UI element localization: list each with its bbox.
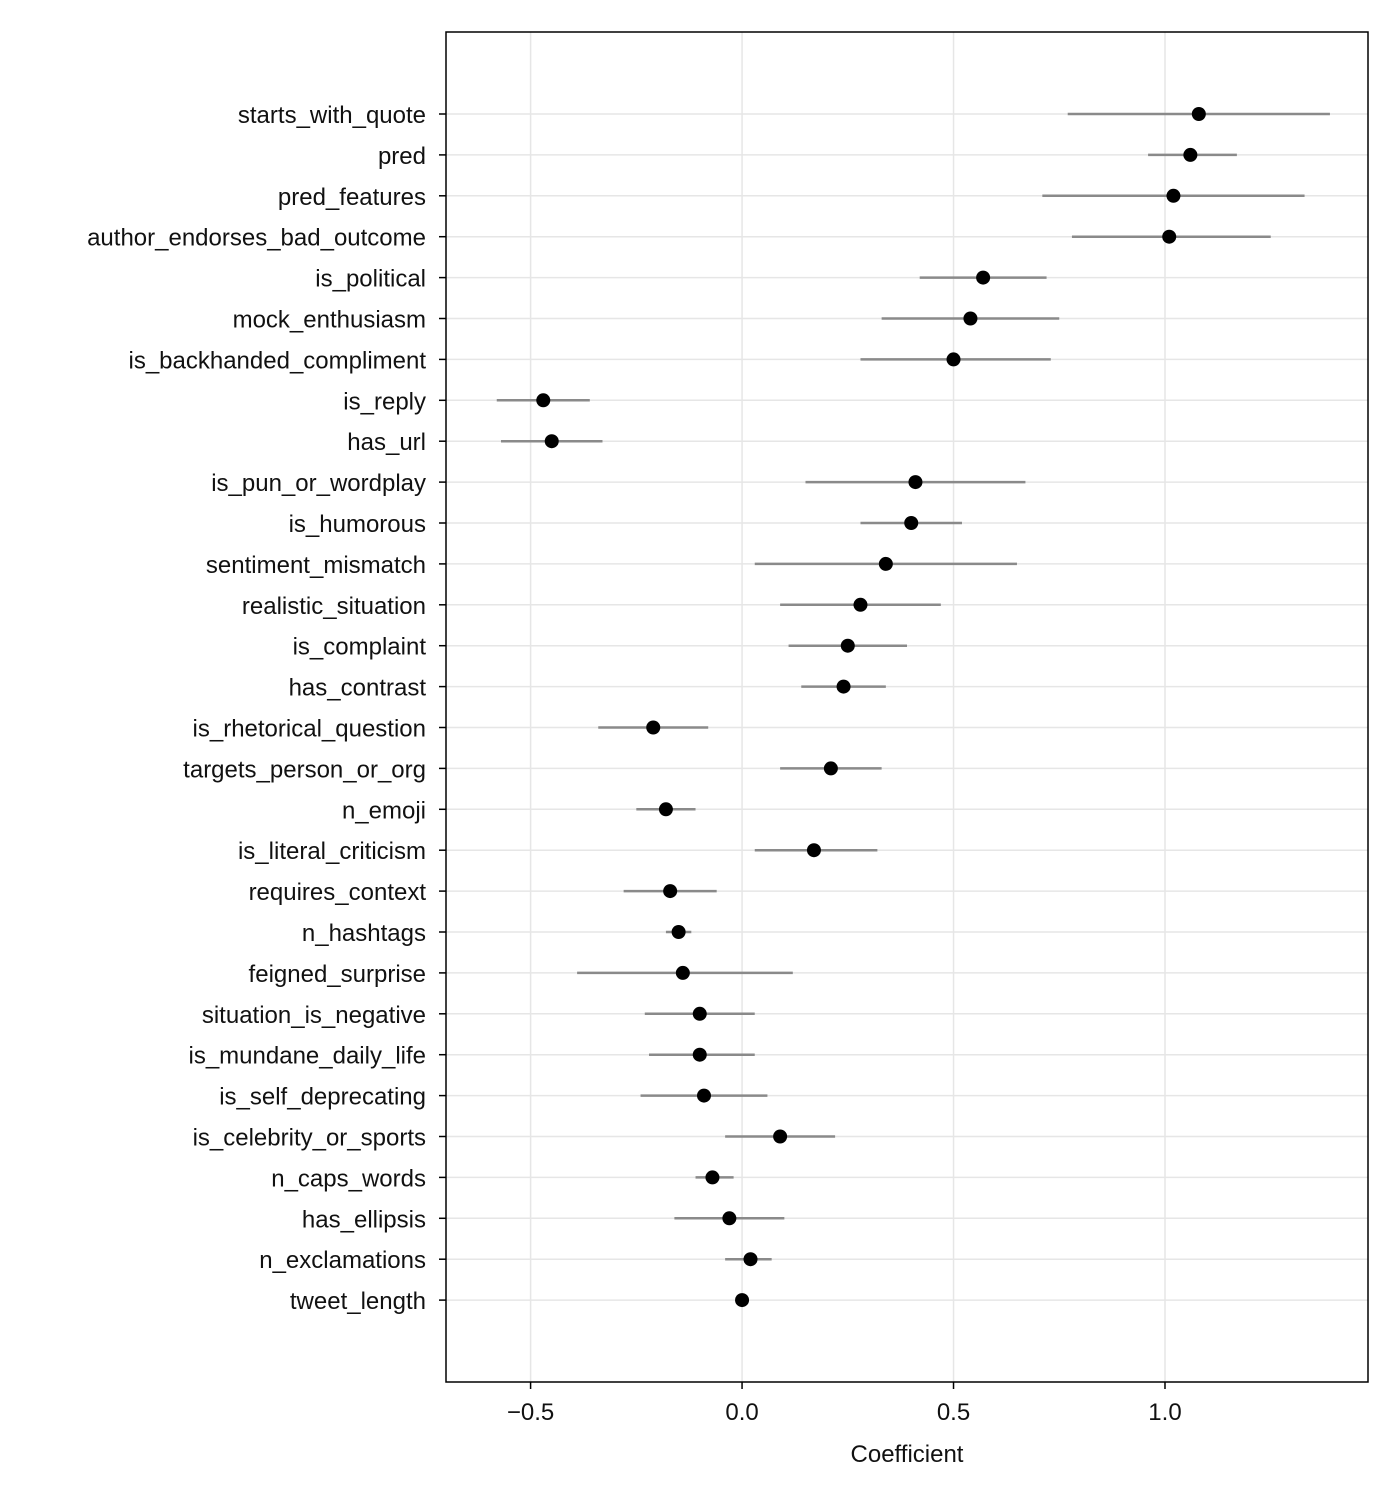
coefficient-point bbox=[1183, 147, 1198, 162]
coefficient-point bbox=[963, 311, 978, 326]
y-tick-label: pred bbox=[378, 143, 426, 170]
y-tick-label: is_reply bbox=[343, 388, 426, 415]
coefficient-point bbox=[536, 393, 551, 408]
y-tick-label: is_mundane_daily_life bbox=[189, 1043, 427, 1070]
coefficient-point bbox=[705, 1170, 720, 1185]
y-tick-label: pred_features bbox=[278, 184, 426, 211]
x-tick-label: −0.5 bbox=[507, 1399, 554, 1426]
coefficient-point bbox=[806, 843, 821, 858]
y-tick-label: n_emoji bbox=[342, 797, 426, 824]
coefficient-point bbox=[722, 1211, 737, 1226]
coefficient-point bbox=[663, 884, 678, 899]
y-tick-label: has_ellipsis bbox=[302, 1206, 426, 1233]
coefficient-point bbox=[853, 597, 868, 612]
coefficient-point bbox=[671, 925, 686, 939]
x-axis-title: Coefficient bbox=[851, 1441, 964, 1468]
y-tick-label: starts_with_quote bbox=[238, 102, 426, 129]
y-tick-label: feigned_surprise bbox=[249, 961, 426, 988]
coefficient-point bbox=[646, 720, 661, 735]
coefficient-point bbox=[1162, 229, 1177, 244]
y-tick-label: has_url bbox=[347, 429, 426, 456]
y-tick-label: is_pun_or_wordplay bbox=[211, 470, 426, 497]
coefficient-point bbox=[544, 434, 559, 449]
y-tick-label: is_literal_criticism bbox=[238, 838, 426, 865]
y-tick-label: is_celebrity_or_sports bbox=[193, 1125, 426, 1152]
y-tick-label: tweet_length bbox=[290, 1288, 426, 1315]
y-tick-label: is_backhanded_compliment bbox=[128, 347, 426, 374]
coefficient-point bbox=[1191, 107, 1206, 121]
y-tick-label: realistic_situation bbox=[242, 593, 426, 620]
coefficient-point bbox=[735, 1293, 750, 1308]
y-tick-label: author_endorses_bad_outcome bbox=[87, 225, 426, 252]
y-tick-label: is_humorous bbox=[289, 511, 426, 538]
coefficient-point bbox=[692, 1006, 707, 1021]
y-tick-label: has_contrast bbox=[289, 675, 427, 702]
x-tick-label: 0.5 bbox=[937, 1399, 970, 1426]
coefficient-point bbox=[836, 679, 851, 694]
y-tick-label: mock_enthusiasm bbox=[233, 307, 426, 334]
coefficient-point bbox=[823, 761, 838, 776]
y-tick-label: requires_context bbox=[249, 879, 427, 906]
y-tick-label: situation_is_negative bbox=[202, 1002, 426, 1029]
coefficient-point bbox=[692, 1047, 707, 1062]
y-tick-label: sentiment_mismatch bbox=[206, 552, 426, 579]
y-tick-label: is_complaint bbox=[293, 634, 427, 661]
coefficient-point bbox=[696, 1088, 711, 1103]
coefficient-point bbox=[675, 965, 690, 980]
coefficient-point bbox=[1166, 188, 1181, 203]
coefficient-point bbox=[840, 638, 855, 653]
x-tick-label: 0.0 bbox=[725, 1399, 758, 1426]
coefficient-point bbox=[658, 802, 673, 817]
x-tick-labels: −0.5 0.0 0.5 1.0 bbox=[507, 1382, 1182, 1426]
x-tick-label: 1.0 bbox=[1148, 1399, 1181, 1426]
y-tick-label: n_exclamations bbox=[259, 1247, 426, 1274]
y-tick-label: is_political bbox=[315, 266, 426, 293]
coefficient-point bbox=[908, 475, 923, 490]
coefficient-point bbox=[773, 1129, 788, 1144]
y-tick-label: is_rhetorical_question bbox=[193, 716, 426, 743]
coefficient-point bbox=[946, 352, 961, 367]
y-tick-label: targets_person_or_org bbox=[183, 756, 426, 783]
grid-layer bbox=[446, 32, 1368, 1382]
coefficient-point bbox=[743, 1252, 758, 1267]
plot-frame bbox=[445, 31, 1369, 1383]
y-tick-label: is_self_deprecating bbox=[219, 1084, 426, 1111]
coefficient-point bbox=[904, 516, 919, 530]
y-tick-label: n_caps_words bbox=[271, 1165, 426, 1192]
y-tick-label: n_hashtags bbox=[302, 920, 426, 947]
coefficient-point bbox=[976, 270, 991, 285]
coefficient-point bbox=[878, 556, 893, 571]
point-layer bbox=[536, 107, 1206, 1308]
